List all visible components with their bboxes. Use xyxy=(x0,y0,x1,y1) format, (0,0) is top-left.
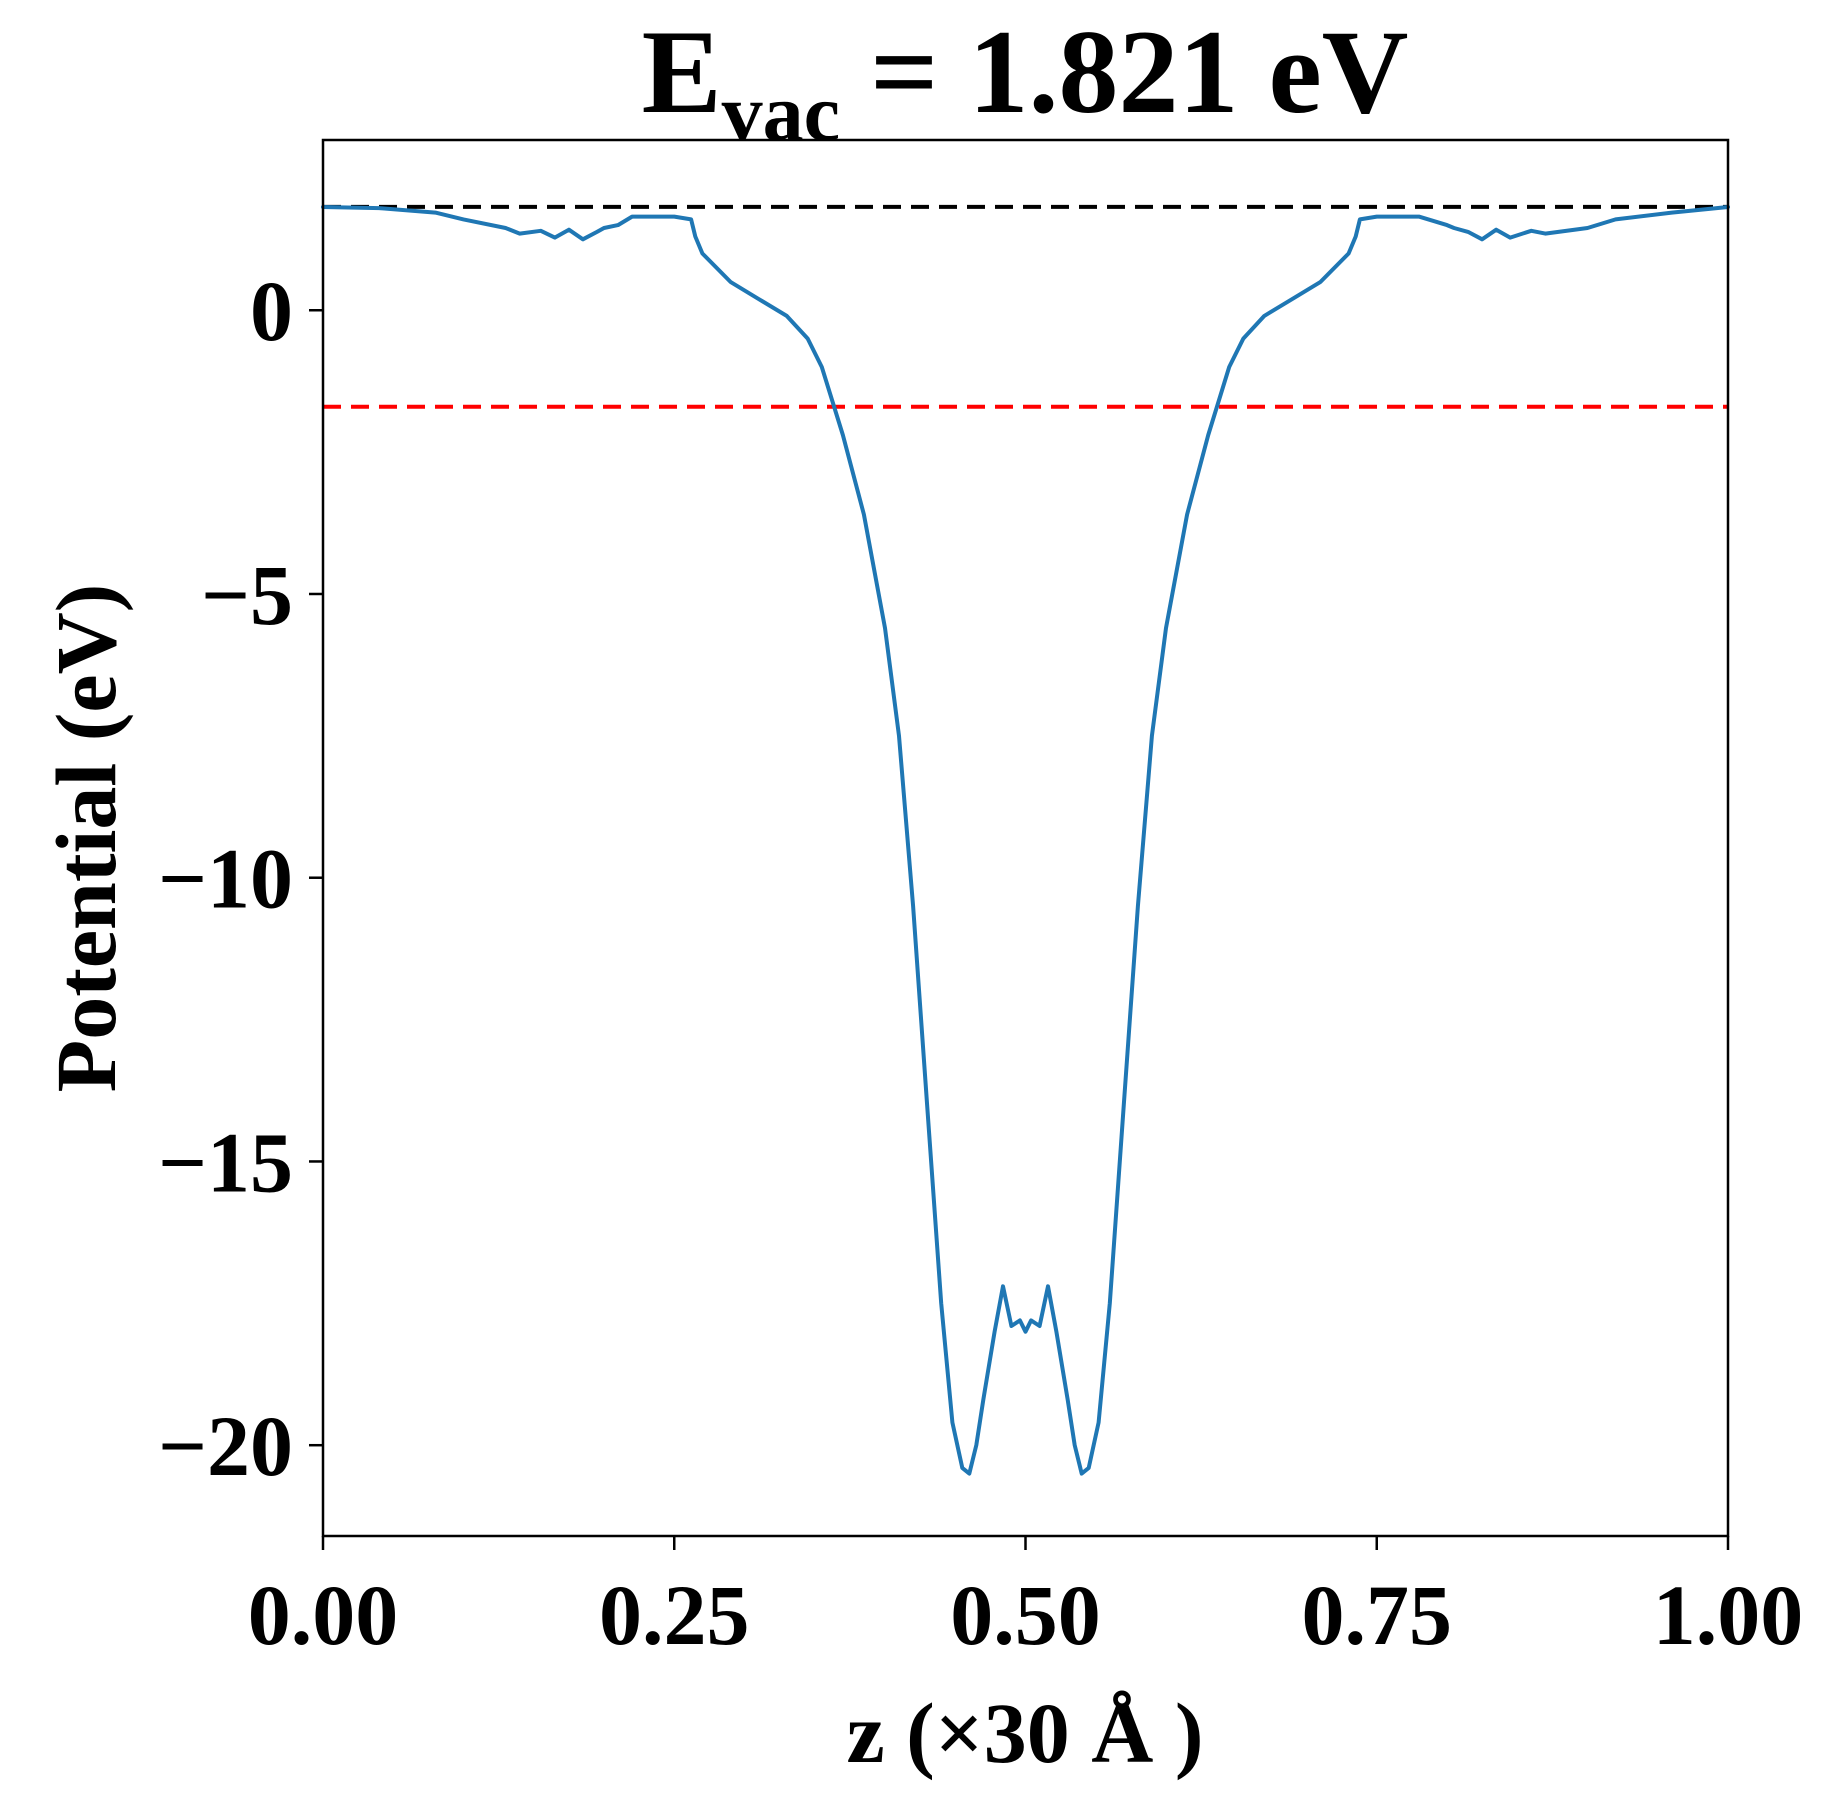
x-axis-label: z (×30 Å ) xyxy=(846,1685,1203,1781)
series-layer xyxy=(321,205,1730,1476)
x-tick-label: 1.00 xyxy=(1653,1567,1804,1663)
title-subscript: vac xyxy=(722,67,840,158)
x-axis-ticks: 0.00 0.25 0.50 0.75 1.00 xyxy=(248,1536,1804,1663)
y-tick-label: 0 xyxy=(250,263,293,359)
plot-frame xyxy=(321,138,1730,1538)
x-tick-label: 0.50 xyxy=(950,1567,1101,1663)
series-line-0 xyxy=(321,205,1730,1476)
y-tick-label: −10 xyxy=(158,831,293,927)
x-tick-label: 0.00 xyxy=(248,1567,399,1663)
title-suffix: = 1.821 eV xyxy=(840,5,1408,138)
chart-title: Evac = 1.821 eV xyxy=(642,5,1409,158)
y-axis-label: Potential (eV) xyxy=(38,584,134,1093)
reference-lines xyxy=(323,204,1728,409)
y-tick-label: −15 xyxy=(158,1114,293,1210)
y-tick-label: −20 xyxy=(158,1398,293,1494)
title-prefix: E xyxy=(642,5,722,138)
x-tick-label: 0.75 xyxy=(1302,1567,1453,1663)
x-tick-label: 0.25 xyxy=(599,1567,750,1663)
y-tick-label: −5 xyxy=(201,547,293,643)
y-axis-ticks: 0 −5 −10 −15 −20 xyxy=(158,263,323,1494)
